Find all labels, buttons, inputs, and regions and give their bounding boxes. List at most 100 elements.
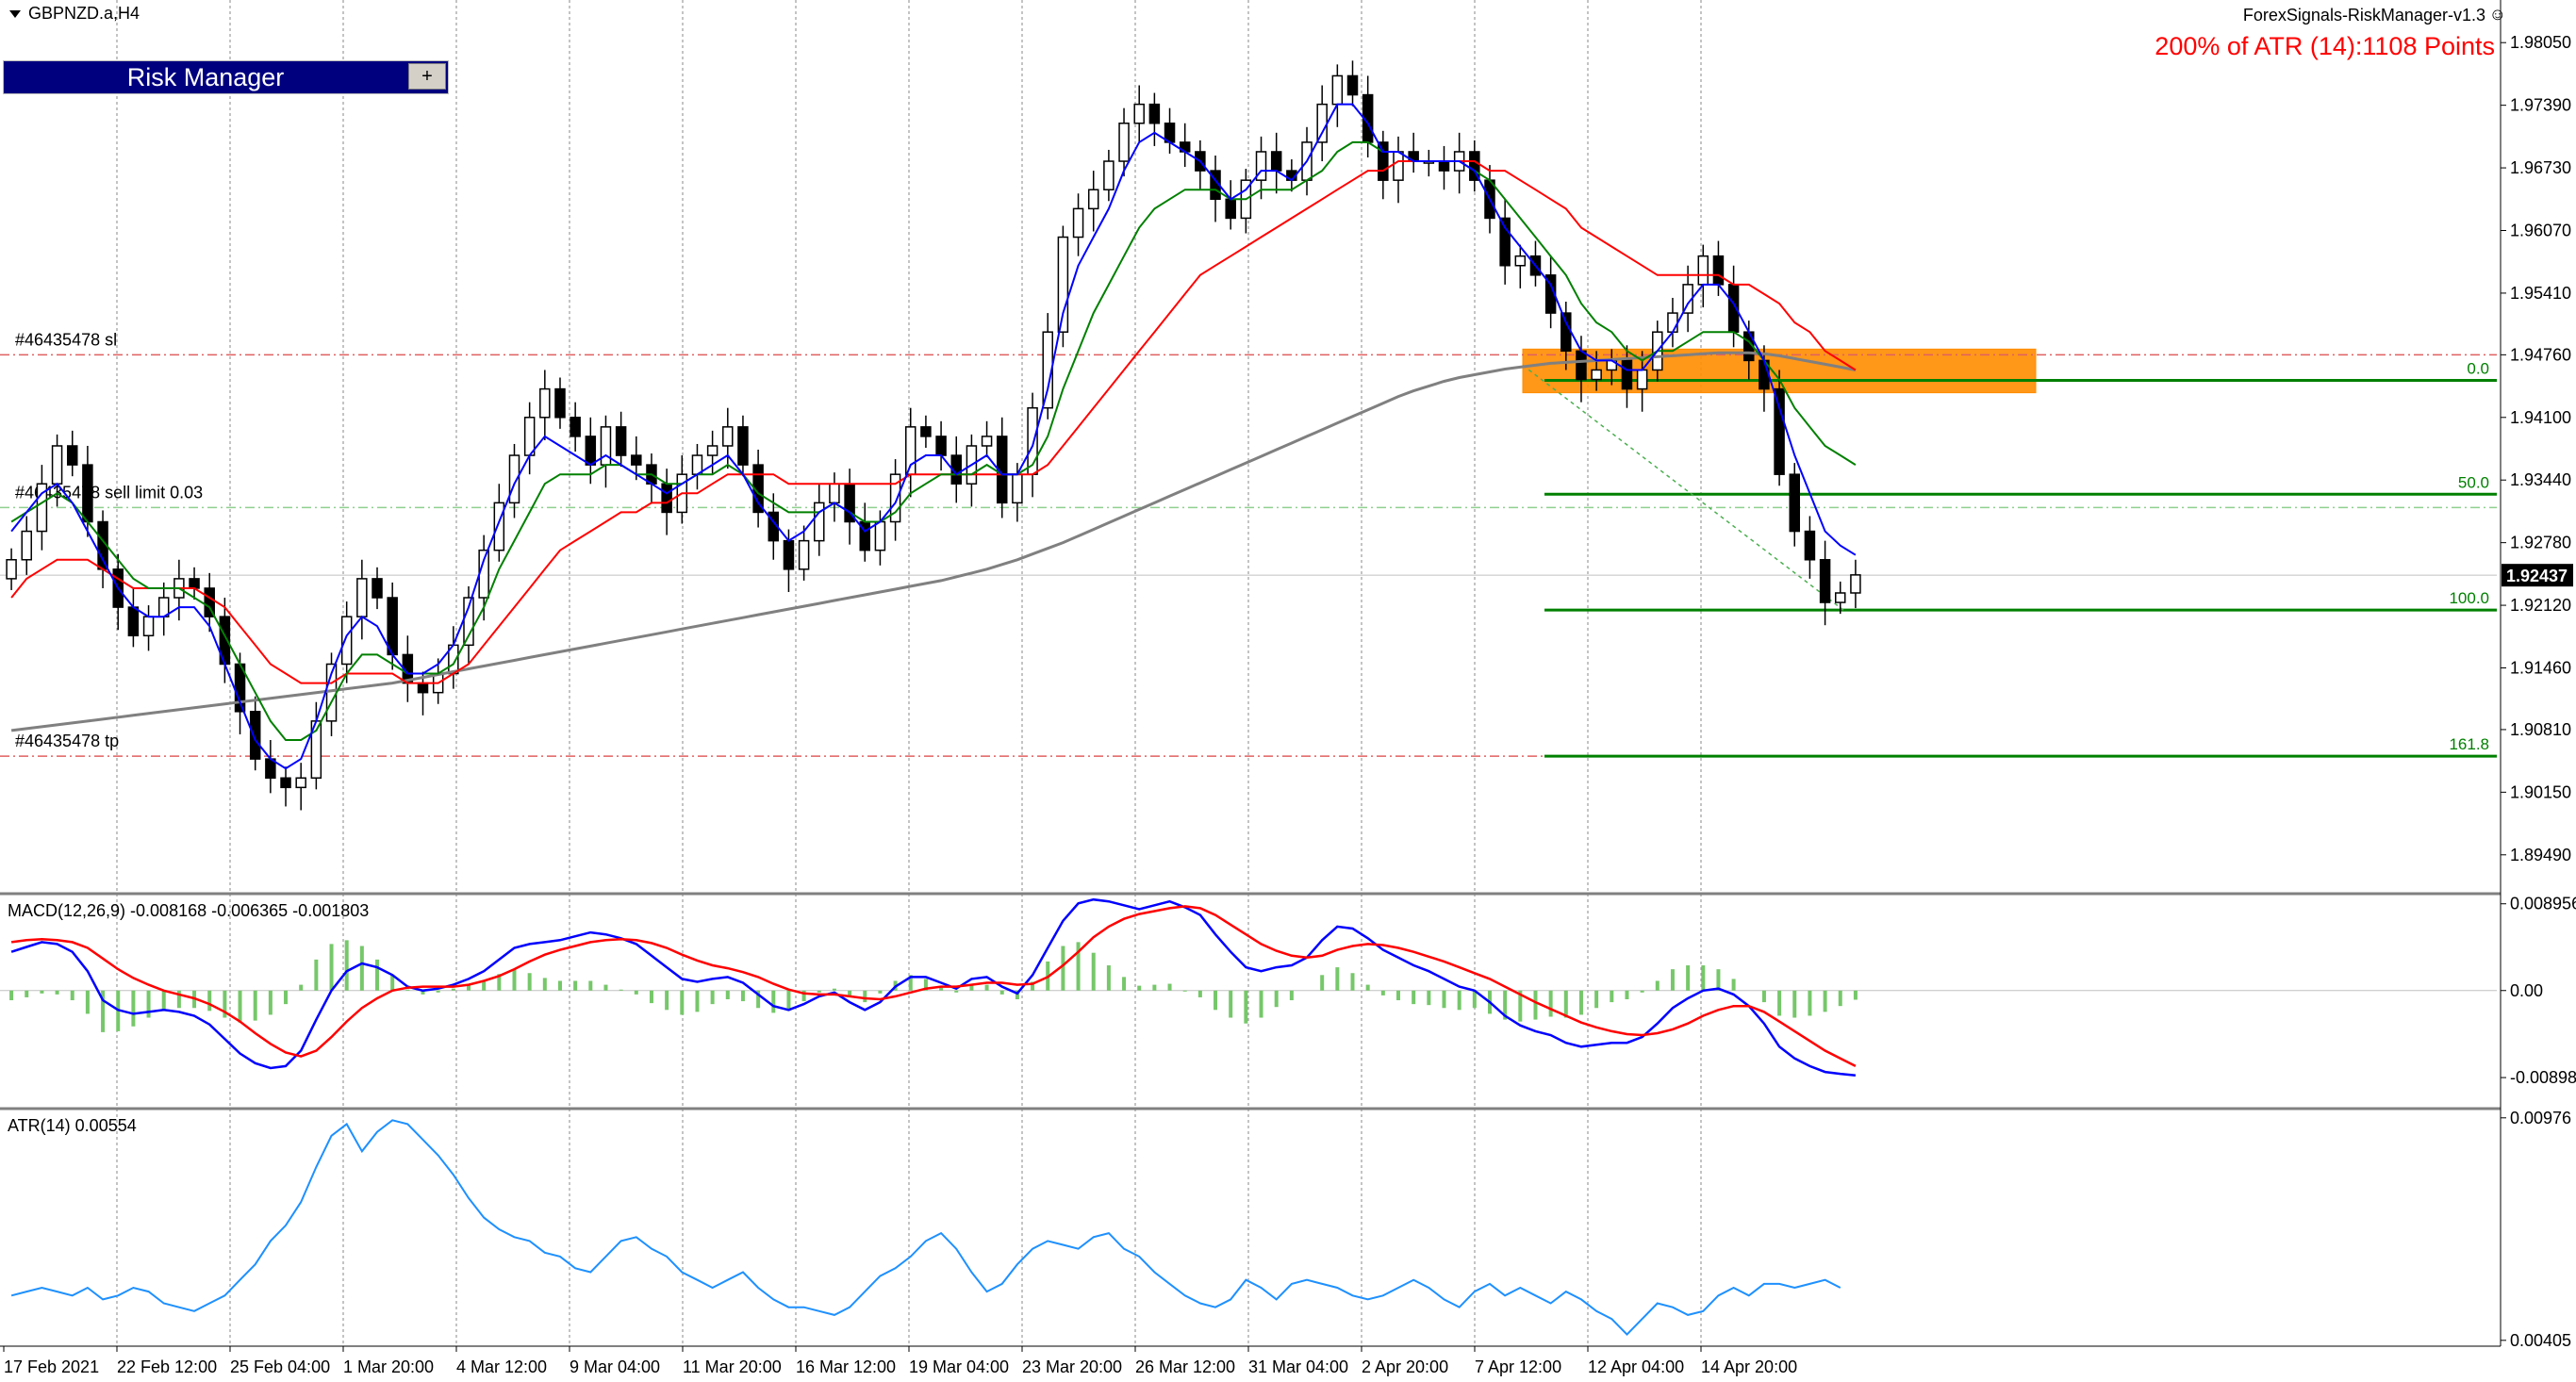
- candle-body: [539, 387, 551, 419]
- candle-body: [356, 578, 368, 617]
- candle-body: [142, 616, 155, 637]
- candle-body: [1378, 141, 1389, 181]
- candle-body: [1118, 123, 1130, 162]
- current-price-box: [2502, 564, 2573, 587]
- candle-body: [1560, 312, 1572, 353]
- expand-button[interactable]: +: [408, 63, 446, 90]
- macd-tick-label: -0.008984: [2510, 1068, 2576, 1087]
- time-tick-label: 22 Feb 12:00: [117, 1357, 217, 1376]
- candle-body: [1103, 160, 1115, 190]
- ea-name-label: ForexSignals-RiskManager-v1.3: [2242, 6, 2485, 25]
- candle-body: [722, 426, 734, 447]
- time-tick-label: 12 Apr 04:00: [1588, 1357, 1684, 1376]
- symbol-text: GBPNZD.a,H4: [28, 4, 140, 23]
- candle-body: [1316, 103, 1328, 143]
- candle-body: [1499, 217, 1511, 267]
- price-tick-label: 1.97390: [2510, 96, 2571, 115]
- current-price-label: 1.92437: [2506, 567, 2568, 585]
- fib-level-label: 0.0: [2467, 360, 2489, 378]
- candle-body: [1774, 387, 1785, 475]
- time-tick-label: 16 Mar 12:00: [796, 1357, 896, 1376]
- candle-body: [631, 454, 642, 466]
- risk-manager-panel[interactable]: Risk Manager +: [3, 60, 449, 94]
- time-tick-label: 17 Feb 2021: [4, 1357, 99, 1376]
- price-tick-label: 1.91460: [2510, 659, 2571, 678]
- candle-body: [1804, 530, 1816, 561]
- candle-body: [1850, 574, 1861, 594]
- candle-body: [1346, 74, 1359, 96]
- candle-body: [6, 559, 17, 580]
- atr-tick-label: 0.00976: [2510, 1109, 2571, 1127]
- price-tick-label: 1.93440: [2510, 470, 2571, 489]
- candle-body: [661, 483, 672, 514]
- candle-body: [1270, 151, 1282, 172]
- ma-long-line: [10, 351, 1857, 732]
- macd-tick-label: 0.00: [2510, 981, 2543, 1000]
- price-tick-label: 1.96730: [2510, 158, 2571, 177]
- candle-body: [295, 777, 306, 789]
- candle-body: [814, 502, 825, 542]
- candle-body: [600, 426, 612, 466]
- chevron-down-icon[interactable]: [9, 10, 21, 19]
- candle-body: [1072, 207, 1084, 239]
- candle-body: [508, 454, 520, 504]
- ema-slow-line: [10, 160, 1857, 684]
- candle-body: [874, 520, 886, 551]
- candle-body: [417, 682, 429, 694]
- candle-body: [1057, 236, 1069, 333]
- candle-body: [783, 539, 795, 570]
- candle-body: [1712, 255, 1725, 286]
- candle-body: [585, 436, 597, 466]
- candle-body: [1087, 189, 1099, 210]
- price-tick-label: 1.96070: [2510, 222, 2571, 240]
- time-tick-label: 23 Mar 20:00: [1022, 1357, 1122, 1376]
- candle-body: [1225, 198, 1236, 220]
- macd-title: MACD(12,26,9) -0.008168 -0.006365 -0.001…: [8, 901, 369, 920]
- price-tick-label: 1.98050: [2510, 33, 2571, 52]
- candle-body: [554, 387, 566, 419]
- candle-body: [1621, 359, 1633, 390]
- price-tick-label: 1.90150: [2510, 782, 2571, 801]
- candle-body: [82, 464, 93, 523]
- macd-signal-line: [10, 905, 1857, 1068]
- candle-body: [1331, 74, 1344, 106]
- price-tick-label: 1.95410: [2510, 284, 2571, 303]
- time-tick-label: 11 Mar 20:00: [683, 1357, 782, 1376]
- risk-manager-title: Risk Manager: [126, 63, 285, 91]
- candle-body: [1393, 151, 1404, 181]
- price-tick-label: 1.92780: [2510, 534, 2571, 552]
- ema-fast-line: [10, 103, 1857, 770]
- candle-body: [737, 426, 749, 466]
- candle-body: [1133, 103, 1145, 124]
- atr-title: ATR(14) 0.00554: [8, 1116, 137, 1135]
- candle-body: [829, 483, 840, 504]
- candle-body: [981, 436, 993, 447]
- candle-body: [21, 530, 32, 561]
- time-tick-label: 9 Mar 04:00: [570, 1357, 660, 1376]
- time-tick-label: 19 Mar 04:00: [909, 1357, 1009, 1376]
- atr-risk-text: 200% of ATR (14):1108 Points: [2155, 32, 2495, 60]
- smile-icon[interactable]: ☺: [2488, 5, 2506, 24]
- price-tick-label: 1.94100: [2510, 408, 2571, 427]
- fib-level-label: 161.8: [2449, 735, 2489, 753]
- candle-body: [1148, 103, 1161, 124]
- candle-body: [1012, 473, 1023, 504]
- candle-body: [1469, 151, 1480, 181]
- candle-body: [66, 445, 78, 466]
- candle-body: [51, 445, 63, 485]
- candle-body: [372, 578, 383, 599]
- candle-body: [387, 597, 398, 656]
- time-tick-label: 2 Apr 20:00: [1362, 1357, 1448, 1376]
- time-tick-label: 25 Feb 04:00: [230, 1357, 330, 1376]
- ema-mid-line: [10, 140, 1857, 741]
- macd-tick-label: 0.008956: [2510, 895, 2576, 913]
- macd-line: [10, 897, 1857, 1077]
- fib-level-label: 50.0: [2458, 473, 2489, 491]
- time-tick-label: 4 Mar 12:00: [456, 1357, 547, 1376]
- symbol-label[interactable]: GBPNZD.a,H4: [9, 4, 140, 24]
- candle-body: [280, 777, 291, 789]
- candle-body: [935, 436, 947, 456]
- candle-body: [798, 539, 810, 570]
